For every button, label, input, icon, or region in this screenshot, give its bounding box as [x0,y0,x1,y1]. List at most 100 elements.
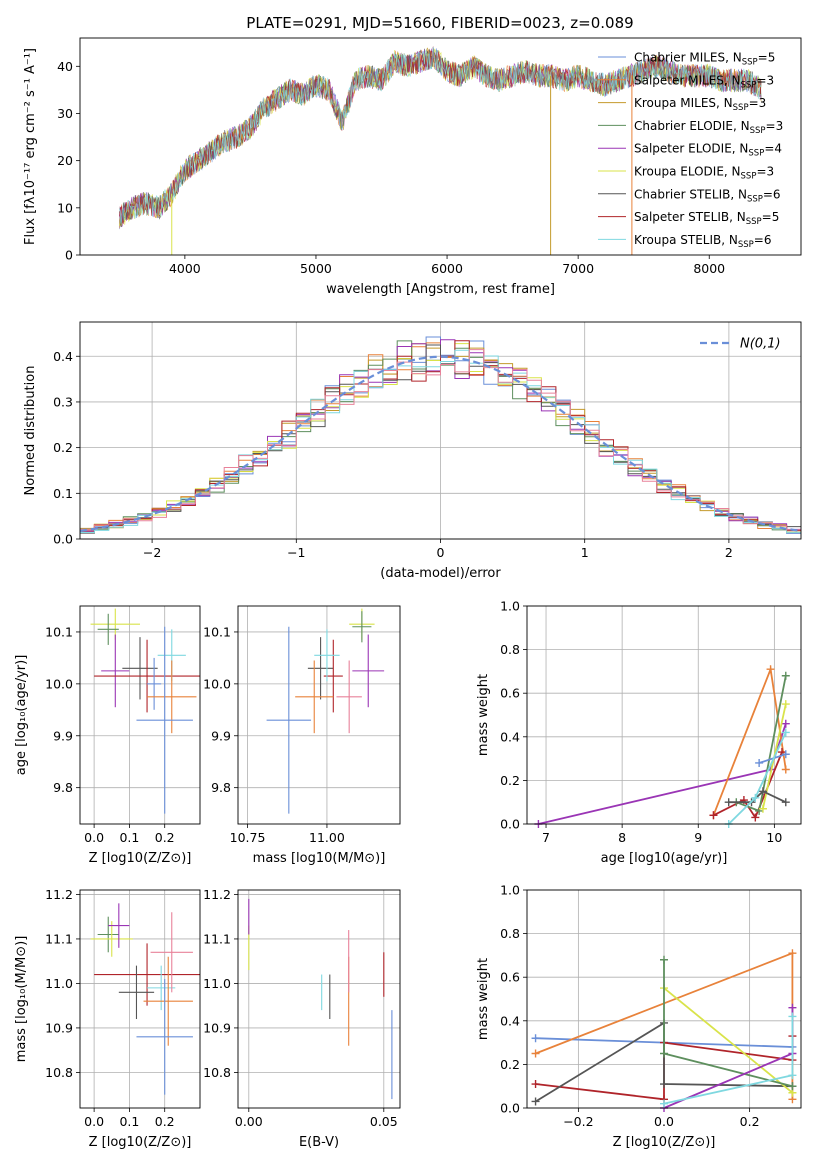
data-point [781,798,790,807]
x-tick-label: 0.0 [84,1114,104,1129]
data-point [531,1034,540,1043]
panel-mass_vs_EBV: 0.00 0.05 10.8 10.9 11.0 11.1 11.2 E(B-V) [203,887,401,1150]
panel-mass_vs_Z: 0.0 0.1 0.2 10.8 10.9 11.0 11.1 11.2 Z [log10(Z/… [14,887,201,1150]
series-line [728,790,787,804]
axes-frame [526,605,802,825]
panel-spectrum: 4000 5000 6000 7000 8000 0 10 20 30 40 wavelength … [23,37,802,297]
data-point [724,798,733,807]
plot-area [90,903,200,1095]
x-tick-label: 10 [766,830,782,845]
y-tick-label: 0.3 [53,394,73,409]
y-tick-label: 0.2 [53,440,73,455]
y-axis-label: mass [log₁₀(M/M⊙)] [14,936,29,1063]
axes-frame [237,889,401,1109]
data-point [788,1003,797,1012]
legend-label: Chabrier ELODIE, NSSP=3 [634,119,783,136]
x-axis-label: Z [log10(Z/Z⊙)] [89,1135,192,1150]
legend-subscript: SSP [742,58,758,68]
legend-value: =6 [754,233,772,247]
data-point [781,750,790,759]
legend-subscript: SSP [750,126,766,136]
y-tick-label: 10 [57,200,73,215]
y-tick-label: 0.2 [500,773,520,788]
legend-value: =5 [758,51,776,65]
data-point [709,811,718,820]
legend-value: =4 [764,142,782,156]
legend-label: Chabrier MILES, NSSP=5 [634,51,775,68]
x-tick-label: 0.1 [119,830,139,845]
y-tick-label: 10.1 [45,624,73,639]
legend-subscript: SSP [748,149,764,159]
spectrum-line [119,46,762,224]
legend-label: N(0,1) [740,337,781,352]
figure-title: PLATE=0291, MJD=51660, FIBERID=0023, z=0… [246,14,633,32]
y-tick-label: 9.9 [211,728,231,743]
x-tick-label: −1 [287,545,305,560]
y-tick-label: 0.4 [500,729,520,744]
axes-frame [526,889,802,1109]
x-axis-label: wavelength [Angstrom, rest frame] [326,282,555,297]
legend-subscript: SSP [741,172,757,182]
y-tick-label: 10.0 [203,676,231,691]
y-tick-label: 0.8 [500,642,520,657]
y-tick-label: 10.9 [45,1020,73,1035]
y-axis-label: Normed distribution [23,366,38,496]
y-tick-label: 0.0 [53,532,73,547]
y-tick-label: 30 [57,106,73,121]
legend-subscript: SSP [733,103,749,113]
x-tick-label: 7000 [562,261,594,276]
data-point [788,1071,797,1080]
data-point [660,1049,668,1058]
x-tick-label: 1 [581,545,589,560]
series-line [712,665,787,816]
legend-value: =3 [749,96,767,110]
data-point [781,700,790,709]
y-tick-label: 9.8 [53,780,73,795]
data-point [788,949,797,958]
y-tick-label: 20 [57,153,73,168]
data-point [788,1012,797,1021]
legend-label: Kroupa MILES, NSSP=3 [634,96,766,113]
y-tick-label: 40 [57,59,73,74]
x-tick-label: 0.2 [155,830,175,845]
legend-value: =3 [756,165,774,179]
y-axis-label: Flux [fλ10⁻¹⁷ erg cm⁻² s⁻¹ A⁻¹] [23,48,38,245]
panel-residuals: −2 −1 0 1 2 0.0 0.1 0.2 0.3 0.4 (data-model)/error… [23,321,802,581]
plot-area [79,336,802,534]
y-tick-label: 0.0 [500,1101,520,1116]
y-tick-label: 11.0 [203,976,231,991]
grid [238,890,400,1108]
data-point [660,955,668,964]
axes-frame [79,321,802,540]
axes-frame [79,889,201,1109]
plot-area [534,665,790,828]
legend-label: Salpeter STELIB, NSSP=5 [634,210,779,227]
legend-value: =6 [763,187,781,201]
legend-label: Kroupa STELIB, NSSP=6 [634,233,772,250]
data-point [660,1080,668,1089]
y-axis-label: age [log₁₀(age/yr)] [14,655,29,776]
legend-subscript: SSP [741,80,757,90]
plot-area [266,608,385,814]
data-point [660,1099,668,1108]
x-tick-label: 0.1 [119,1114,139,1129]
x-axis-label: E(B-V) [299,1135,339,1150]
data-point [751,813,760,822]
panel-age_vs_mass: 10.75 11.00 9.8 9.9 10.0 10.1 mass [log10(M/M⊙… [203,605,401,866]
panel-mass_weight_vs_Z: −0.2 0.0 0.2 0.0 0.2 0.4 0.6 0.8 1.0 Z [log10(Z/Z… [476,883,802,1150]
y-tick-label: 0.4 [53,349,73,364]
data-point [781,728,790,737]
x-tick-label: 8 [618,830,626,845]
y-tick-label: 9.8 [211,780,231,795]
x-tick-label: 0 [437,545,445,560]
series-line [663,1016,794,1105]
data-point [755,758,764,767]
y-tick-label: 10.1 [203,624,231,639]
y-tick-label: 0.6 [500,970,520,985]
y-tick-label: 0.1 [53,486,73,501]
x-tick-label: 0.05 [370,1114,398,1129]
x-axis-label: Z [log10(Z/Z⊙)] [613,1135,716,1150]
panel-mass_weight_vs_age: 7 8 9 10 0.0 0.2 0.4 0.6 0.8 1.0 age [log10(age/yr… [476,599,802,866]
y-tick-label: 11.1 [45,931,73,946]
series-line [758,753,787,764]
